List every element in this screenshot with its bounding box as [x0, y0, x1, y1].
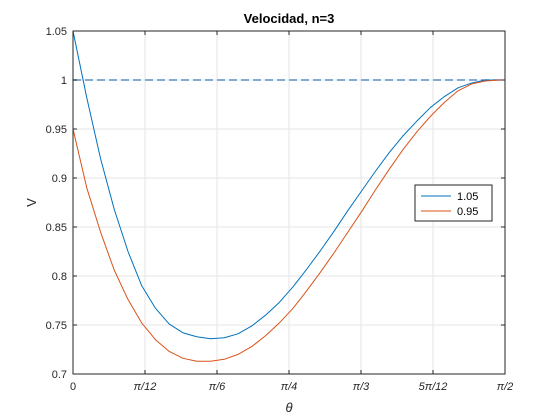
y-tick-label: 0.8 [52, 271, 67, 283]
legend-label-0.95: 0.95 [457, 206, 478, 218]
y-tick-label: 0.7 [52, 369, 67, 381]
ticks: 0 π/12 π/6 π/4 π/3 5π/12 π/2 0.7 0.75 0.8 0.85 0.9 0… [46, 26, 514, 393]
x-tick-label: π/12 [134, 381, 157, 393]
series-lines [72, 30, 505, 362]
y-tick-label: 1.05 [46, 26, 67, 38]
y-tick-label: 0.95 [46, 124, 67, 136]
x-tick-label: π/3 [353, 381, 370, 393]
y-tick-label: 0.9 [52, 173, 67, 185]
series-line-0.95 [72, 79, 505, 362]
chart-title: Velocidad, n=3 [244, 11, 335, 26]
y-tick-label: 0.85 [46, 222, 67, 234]
y-axis-label: V [24, 198, 39, 207]
legend-box [414, 184, 493, 222]
x-tick-label: π/2 [497, 381, 514, 393]
legend-label-1.05: 1.05 [457, 191, 478, 203]
x-tick-label: π/4 [281, 381, 298, 393]
x-tick-label: 5π/12 [419, 381, 448, 393]
y-tick-label: 1 [61, 75, 67, 87]
x-tick-label: π/6 [209, 381, 226, 393]
legend: 1.05 0.95 [414, 184, 493, 222]
x-axis-label: θ [285, 400, 292, 415]
x-tick-label: 0 [70, 381, 76, 393]
y-tick-label: 0.75 [46, 320, 67, 332]
series-line-1.05 [72, 30, 505, 340]
